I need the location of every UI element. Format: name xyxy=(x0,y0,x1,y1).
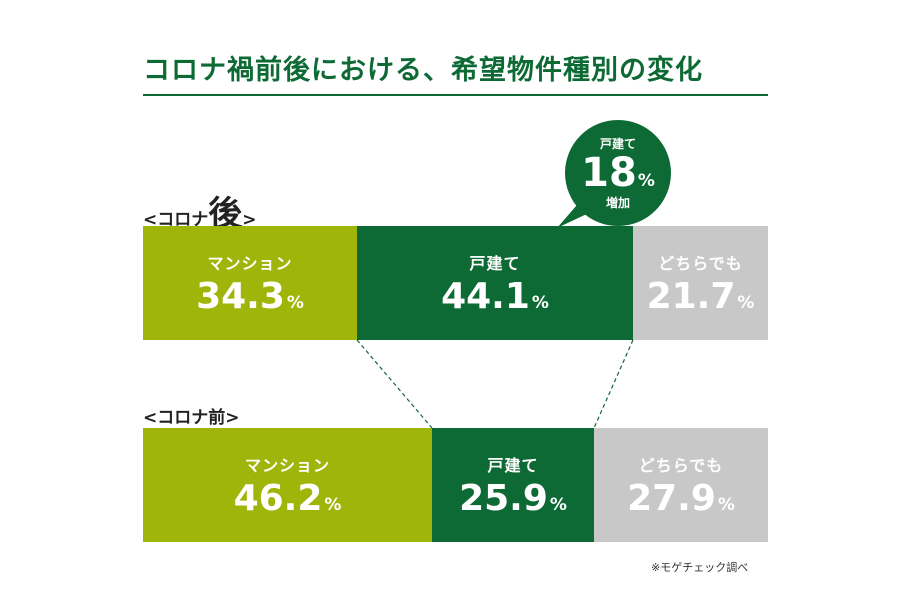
period-label-before-emph: 前 xyxy=(208,408,226,428)
segment-value: 25.9% xyxy=(459,480,567,518)
period-label-after-prefix: <コロナ xyxy=(143,210,209,230)
bar-segment-mansion: マンション 34.3% xyxy=(143,226,357,340)
segment-value-number: 44.1 xyxy=(441,276,530,318)
segment-value-unit: % xyxy=(531,293,549,314)
bar-segment-house: 戸建て 44.1% xyxy=(357,226,633,340)
callout-top-label: 戸建て xyxy=(599,137,636,151)
stacked-bar-before: マンション 46.2% 戸建て 25.9% どちらでも 27.9% xyxy=(143,428,768,542)
segment-value-unit: % xyxy=(286,293,304,314)
callout-bottom-label: 増加 xyxy=(605,196,630,210)
segment-value: 34.3% xyxy=(196,278,304,316)
period-label-before-suffix: > xyxy=(225,408,240,428)
increase-callout: 戸建て 18% 増加 xyxy=(565,120,671,226)
bar-segment-either: どちらでも 21.7% xyxy=(633,226,768,340)
segment-label: 戸建て xyxy=(487,456,539,476)
period-label-before: <コロナ前> xyxy=(143,403,240,428)
connector-line-left xyxy=(356,339,433,429)
segment-value: 21.7% xyxy=(647,278,755,316)
segment-label: マンション xyxy=(207,254,293,274)
bar-segment-house: 戸建て 25.9% xyxy=(432,428,594,542)
segment-label: 戸建て xyxy=(469,254,521,274)
period-label-after-suffix: > xyxy=(242,210,257,230)
source-note: ※モゲチェック調べ xyxy=(651,561,749,574)
page-title: コロナ禍前後における、希望物件種別の変化 xyxy=(143,55,703,86)
segment-value: 27.9% xyxy=(627,480,735,518)
title-divider xyxy=(143,94,768,96)
segment-label: どちらでも xyxy=(658,254,743,274)
segment-value: 46.2% xyxy=(234,480,342,518)
segment-value-unit: % xyxy=(737,293,755,314)
segment-value-unit: % xyxy=(549,495,567,516)
segment-value-unit: % xyxy=(324,495,342,516)
segment-value-unit: % xyxy=(717,495,735,516)
segment-label: どちらでも xyxy=(638,456,724,476)
segment-value-number: 25.9 xyxy=(459,478,548,520)
segment-value-number: 46.2 xyxy=(233,478,323,520)
segment-label: マンション xyxy=(244,456,330,476)
segment-value-number: 21.7 xyxy=(646,276,736,318)
segment-value: 44.1% xyxy=(441,278,549,316)
segment-value-number: 27.9 xyxy=(627,478,716,520)
callout-number: 18 xyxy=(581,150,637,196)
period-label-before-prefix: <コロナ xyxy=(143,408,209,428)
segment-value-number: 34.3 xyxy=(196,276,285,318)
connector-line-right xyxy=(593,339,634,429)
stacked-bar-after: マンション 34.3% 戸建て 44.1% どちらでも 21.7% xyxy=(143,226,768,340)
callout-unit: % xyxy=(637,171,655,191)
bar-segment-mansion: マンション 46.2% xyxy=(143,428,432,542)
bar-segment-either: どちらでも 27.9% xyxy=(594,428,768,542)
